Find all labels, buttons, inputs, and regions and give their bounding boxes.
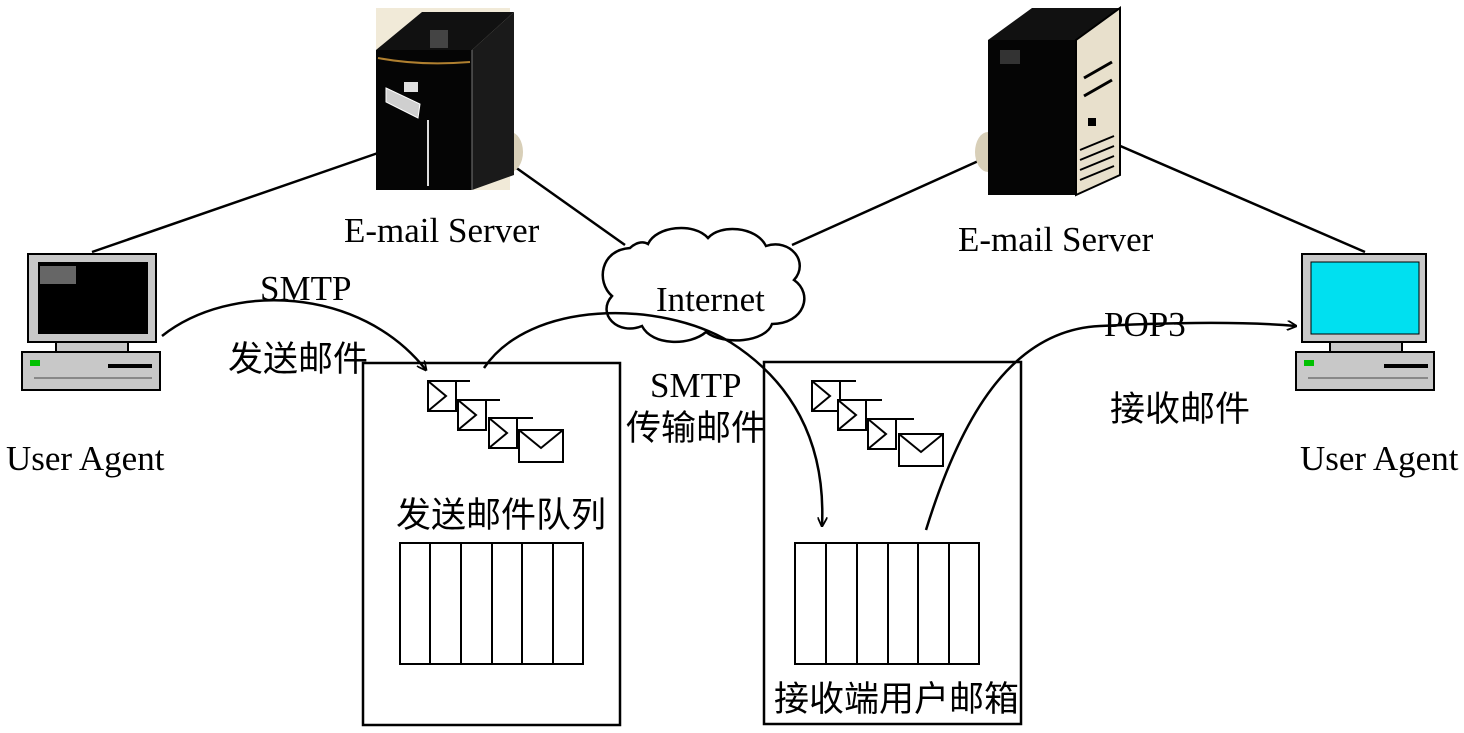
right-server-label: E-mail Server xyxy=(958,220,1154,259)
send-queue-label: 发送邮件队列 xyxy=(396,496,606,535)
transfer-arrow xyxy=(482,311,822,526)
mailbox-slots xyxy=(794,542,980,665)
send-queue-envelopes xyxy=(427,380,564,463)
send-queue-box xyxy=(361,361,622,727)
left-computer-icon xyxy=(21,253,161,391)
mailbox-label: 接收端用户邮箱 xyxy=(774,680,1019,719)
link-internet-right-server xyxy=(791,156,986,247)
internet-label: Internet xyxy=(656,280,765,319)
transfer-protocol-label: SMTP xyxy=(650,366,741,405)
send-protocol-label: SMTP xyxy=(260,269,351,308)
left-server-icon xyxy=(376,8,523,190)
send-queue-slots xyxy=(399,542,584,665)
send-arrow xyxy=(161,299,426,370)
left-agent-label: User Agent xyxy=(6,439,165,478)
internet-cloud xyxy=(601,226,806,343)
right-computer-icon xyxy=(1295,253,1435,391)
link-right-server-agent xyxy=(1117,143,1366,254)
flow-arrows xyxy=(161,299,1296,531)
mailbox-envelopes xyxy=(811,380,944,467)
right-server-icon xyxy=(975,6,1121,197)
link-left-agent-server xyxy=(91,151,379,254)
transfer-action-label: 传输邮件 xyxy=(626,409,766,448)
send-action-label: 发送邮件 xyxy=(228,340,368,379)
network-links xyxy=(91,143,1366,254)
receive-arrow xyxy=(924,323,1296,531)
mailbox-box xyxy=(762,360,1023,726)
right-agent-label: User Agent xyxy=(1300,439,1459,478)
receive-protocol-label: POP3 xyxy=(1104,305,1186,344)
left-server-label: E-mail Server xyxy=(344,211,540,250)
link-left-server-internet xyxy=(507,160,626,247)
receive-action-label: 接收邮件 xyxy=(1110,390,1250,429)
